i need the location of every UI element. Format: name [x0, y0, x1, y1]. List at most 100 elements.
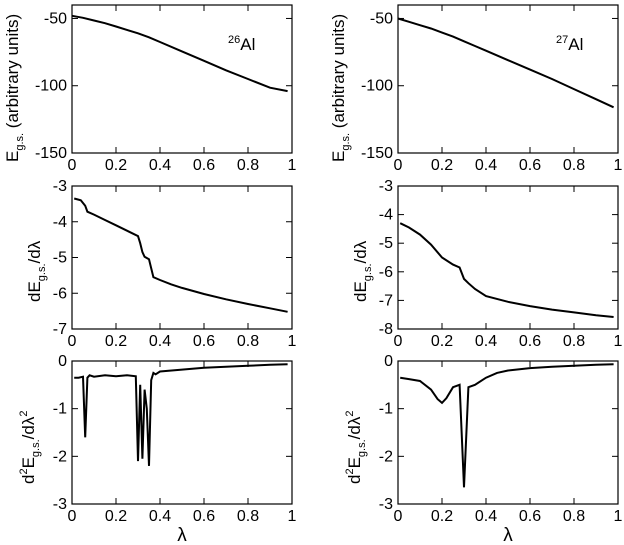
series-line [400, 363, 614, 488]
x-tick-label: 0.6 [519, 157, 541, 174]
x-tick-label: 0 [68, 508, 77, 525]
ylabel-d: d [345, 475, 364, 484]
y-tick-label: -100 [361, 78, 393, 95]
plot-frame [397, 4, 619, 154]
x-tick-label: 1 [288, 333, 297, 350]
ylabel-subscript: g.s. [14, 133, 26, 151]
y-axis-label: Eg.s. (arbitrary units) [329, 14, 352, 162]
ylabel-d: d [19, 475, 38, 484]
x-tick-label: 0.4 [475, 333, 497, 350]
x-tick-label: 0.8 [563, 157, 585, 174]
x-tick-label: 0 [394, 157, 403, 174]
nucleus-label: 26Al [228, 34, 255, 54]
panel-first-derivative-26al: 0 0.2 0.4 0.6 0.8 1 -7 -6 -5 -4 -3 dEg.s./dλ [25, 178, 297, 350]
y-tick-label: -3 [379, 496, 393, 513]
x-tick-label: 0.2 [431, 333, 453, 350]
x-tick-label: 1 [614, 333, 623, 350]
x-tick-label: 1 [288, 508, 297, 525]
x-tick-label: 0.4 [149, 333, 171, 350]
ylabel-suffix: /dλ [25, 240, 44, 263]
y-axis-label: Eg.s. (arbitrary units) [3, 14, 26, 162]
x-tick-label: 0.2 [105, 333, 127, 350]
x-tick-label: 0.8 [563, 333, 585, 350]
ylabel-subscript: g.s. [362, 263, 374, 281]
y-tick-label: -7 [379, 292, 393, 309]
axis-ticks: 0 0.2 0.4 0.6 0.8 1 -8 -7 -6 -5 -4 -3 [379, 178, 623, 350]
x-tick-label: 0.2 [431, 508, 453, 525]
series-line [71, 14, 288, 93]
x-tick-label: 0.4 [149, 157, 171, 174]
panel-energy-27al: 0 0.2 0.4 0.6 0.8 1 -150 -100 -50 27Al Eg.s. (ar… [329, 4, 623, 174]
ylabel-base: E [3, 151, 22, 162]
ylabel-sup-2: 2 [18, 411, 30, 417]
y-tick-label: -50 [370, 10, 393, 27]
mass-number: 26 [228, 34, 240, 46]
panel-energy-26al: 0 0.2 0.4 0.6 0.8 1 -150 -100 -50 26Al Eg.s. (ar… [3, 4, 297, 174]
x-tick-label: 0 [394, 333, 403, 350]
y-tick-label: 0 [58, 353, 67, 370]
ylabel-suffix: /dλ [345, 416, 364, 439]
ylabel-e: E [19, 457, 38, 468]
x-tick-label: 0 [394, 508, 403, 525]
x-tick-label: 0.4 [475, 157, 497, 174]
y-tick-label: -5 [379, 235, 393, 252]
ylabel-e: E [345, 457, 364, 468]
series-line [397, 17, 615, 109]
y-axis-label: dEg.s./dλ [351, 240, 374, 302]
ylabel-suffix: /dλ [351, 240, 370, 263]
y-tick-label: -1 [53, 401, 67, 418]
x-tick-label: 1 [614, 508, 623, 525]
y-axis-label: d2Eg.s./dλ2 [344, 411, 368, 484]
y-tick-label: 0 [384, 353, 393, 370]
axis-ticks: 0 0.2 0.4 0.6 0.8 1 -7 -6 -5 -4 -3 [53, 178, 297, 350]
y-tick-label: -100 [35, 78, 67, 95]
ylabel-subscript: g.s. [30, 439, 42, 457]
y-tick-label: -8 [379, 321, 393, 338]
x-tick-label: 0.8 [237, 508, 259, 525]
x-tick-label: 0 [68, 157, 77, 174]
plot-frame [71, 185, 293, 330]
ylabel-sup-2: 2 [344, 411, 356, 417]
y-tick-label: -150 [35, 145, 67, 162]
x-tick-label: 0.4 [475, 508, 497, 525]
mass-number: 27 [556, 34, 568, 46]
series-line [74, 363, 288, 466]
plot-frame [71, 4, 293, 154]
x-tick-label: 0.6 [193, 508, 215, 525]
x-tick-label: 0.8 [563, 508, 585, 525]
y-tick-label: -2 [379, 448, 393, 465]
ylabel-subscript: g.s. [36, 263, 48, 281]
panel-first-derivative-27al: 0 0.2 0.4 0.6 0.8 1 -8 -7 -6 -5 -4 -3 dEg.s./dλ [351, 178, 623, 350]
y-tick-label: -4 [379, 207, 393, 224]
y-tick-label: -4 [53, 214, 67, 231]
axis-ticks: 0 0.2 0.4 0.6 0.8 1 -3 -2 -1 0 [53, 353, 297, 525]
y-tick-label: -50 [44, 10, 67, 27]
axis-ticks: 0 0.2 0.4 0.6 0.8 1 -150 -100 -50 [361, 5, 623, 174]
ylabel-subscript: g.s. [356, 439, 368, 457]
ylabel-sup-1: 2 [344, 468, 356, 474]
ylabel-subscript: g.s. [340, 133, 352, 151]
x-tick-label: 0 [68, 333, 77, 350]
y-tick-label: -6 [379, 264, 393, 281]
plot-frame [397, 185, 619, 330]
y-tick-label: -1 [379, 401, 393, 418]
x-axis-label: λ [503, 525, 513, 545]
y-tick-label: -6 [53, 285, 67, 302]
x-tick-label: 0.6 [193, 157, 215, 174]
x-tick-label: 1 [614, 157, 623, 174]
axis-ticks: 0 0.2 0.4 0.6 0.8 1 -3 -2 -1 0 [379, 353, 623, 525]
x-tick-label: 0.2 [105, 508, 127, 525]
x-tick-label: 0.8 [237, 333, 259, 350]
y-tick-label: -5 [53, 250, 67, 267]
x-tick-label: 0.2 [105, 157, 127, 174]
x-tick-label: 0.8 [237, 157, 259, 174]
y-tick-label: -3 [53, 496, 67, 513]
element-symbol: Al [240, 35, 255, 54]
plot-frame [397, 360, 619, 505]
x-tick-label: 1 [288, 157, 297, 174]
series-line [73, 197, 288, 313]
ylabel-suffix: (arbitrary units) [3, 14, 22, 133]
x-tick-label: 0.2 [431, 157, 453, 174]
x-tick-label: 0.6 [519, 333, 541, 350]
